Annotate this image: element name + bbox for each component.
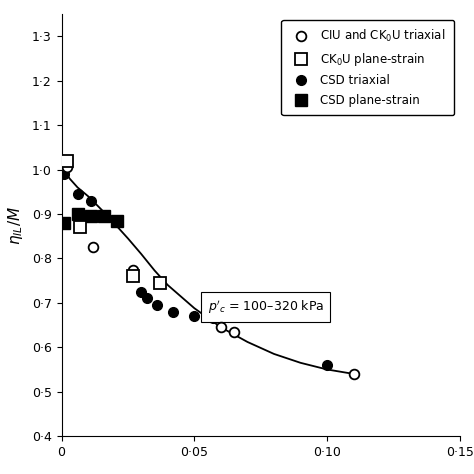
Y-axis label: $\eta_{IL}/M$: $\eta_{IL}/M$ <box>6 206 25 245</box>
Legend: CIU and CK$_0$U triaxial, CK$_0$U plane-strain, CSD triaxial, CSD plane-strain: CIU and CK$_0$U triaxial, CK$_0$U plane-… <box>281 20 454 115</box>
Text: $p'_c$ = 100–320 kPa: $p'_c$ = 100–320 kPa <box>208 299 324 316</box>
